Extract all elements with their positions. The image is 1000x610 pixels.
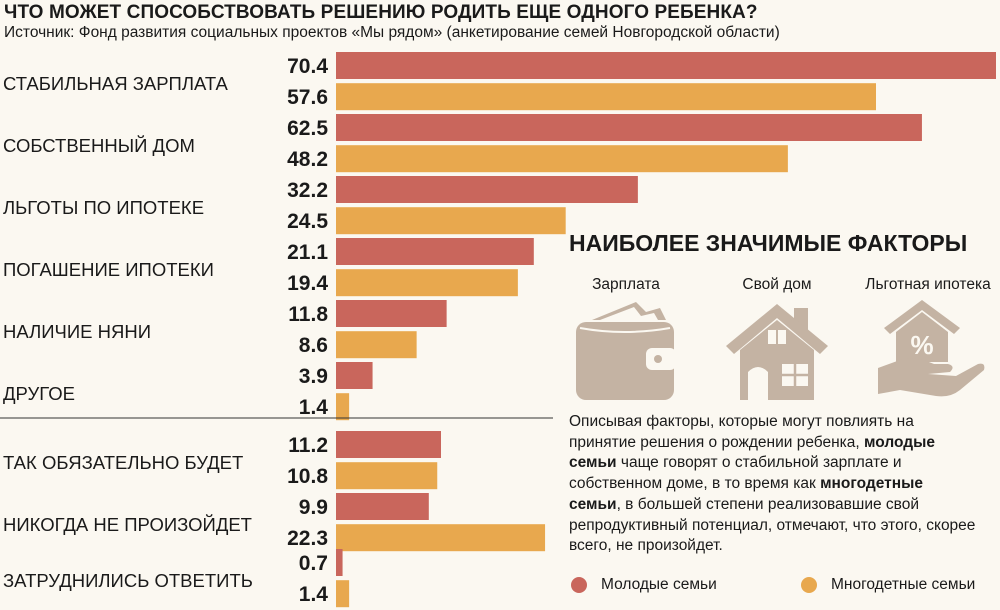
bar-young <box>336 549 343 576</box>
category-label: НИКОГДА НЕ ПРОИЗОЙДЕТ <box>3 514 252 535</box>
panel-title: НАИБОЛЕЕ ЗНАЧИМЫЕ ФАКТОРЫ <box>569 230 968 256</box>
legend-large-swatch <box>801 577 817 593</box>
bar-large <box>336 331 417 359</box>
house-icon <box>726 304 828 400</box>
legend-young-swatch <box>571 577 587 593</box>
chart-title: ЧТО МОЖЕТ СПОСОБСТВОВАТЬ РЕШЕНИЮ РОДИТЬ … <box>4 2 758 23</box>
bar-large <box>336 524 546 552</box>
value-label: 8.6 <box>299 334 328 357</box>
value-label: 3.9 <box>299 365 328 388</box>
value-label: 0.7 <box>299 552 328 575</box>
legend-large: Многодетные семьи <box>801 576 975 594</box>
value-label: 24.5 <box>287 210 328 233</box>
bar-young <box>336 238 534 265</box>
mortgage-house-hand-icon: % <box>878 300 985 397</box>
bar-large <box>336 580 350 608</box>
legend-young: Молодые семьи <box>571 576 717 594</box>
bar-young <box>336 52 996 79</box>
bar-young <box>336 493 429 520</box>
value-label: 11.8 <box>288 303 328 326</box>
bar-large <box>336 462 438 490</box>
chart-source: Источник: Фонд развития социальных проек… <box>4 24 780 41</box>
factor-label-mortgage: Льготная ипотека <box>865 276 991 293</box>
category-label: СТАБИЛЬНАЯ ЗАРПЛАТА <box>3 73 229 94</box>
bar-young <box>336 176 638 203</box>
bar-young <box>336 431 441 458</box>
bar-young <box>336 114 922 141</box>
value-label: 48.2 <box>287 148 328 171</box>
value-label: 9.9 <box>299 496 328 519</box>
bar-young <box>336 300 447 327</box>
category-label: ЛЬГОТЫ ПО ИПОТЕКЕ <box>3 197 204 218</box>
bar-young <box>336 362 373 389</box>
bar-large <box>336 83 876 111</box>
bar-large <box>336 393 350 421</box>
category-label: ТАК ОБЯЗАТЕЛЬНО БУДЕТ <box>3 452 243 473</box>
value-label: 19.4 <box>287 272 328 295</box>
legend-young-label: Молодые семьи <box>601 576 717 593</box>
value-label: 70.4 <box>287 55 328 78</box>
value-label: 22.3 <box>287 527 328 550</box>
value-label: 62.5 <box>287 117 328 140</box>
value-label: 32.2 <box>287 179 328 202</box>
value-label: 1.4 <box>299 583 329 606</box>
category-label: ДРУГОЕ <box>3 383 75 404</box>
panel-description: Описывая факторы, которые могут повлиять… <box>569 413 976 555</box>
value-label: 11.2 <box>288 434 328 457</box>
value-label: 57.6 <box>287 86 328 109</box>
category-label: СОБСТВЕННЫЙ ДОМ <box>3 135 195 156</box>
svg-text:%: % <box>910 330 933 360</box>
value-label: 21.1 <box>287 241 328 264</box>
category-label: НАЛИЧИЕ НЯНИ <box>3 321 151 342</box>
bar-large <box>336 269 518 297</box>
factor-label-salary: Зарплата <box>592 276 660 293</box>
bar-large <box>336 207 566 235</box>
category-label: ЗАТРУДНИЛИСЬ ОТВЕТИТЬ <box>3 570 253 591</box>
wallet-icon <box>576 302 676 400</box>
legend-large-label: Многодетные семьи <box>831 576 976 593</box>
factor-label-house: Свой дом <box>742 276 812 293</box>
value-label: 10.8 <box>287 465 328 488</box>
bar-large <box>336 145 788 173</box>
category-label: ПОГАШЕНИЕ ИПОТЕКИ <box>3 259 214 280</box>
value-label: 1.4 <box>299 396 329 419</box>
